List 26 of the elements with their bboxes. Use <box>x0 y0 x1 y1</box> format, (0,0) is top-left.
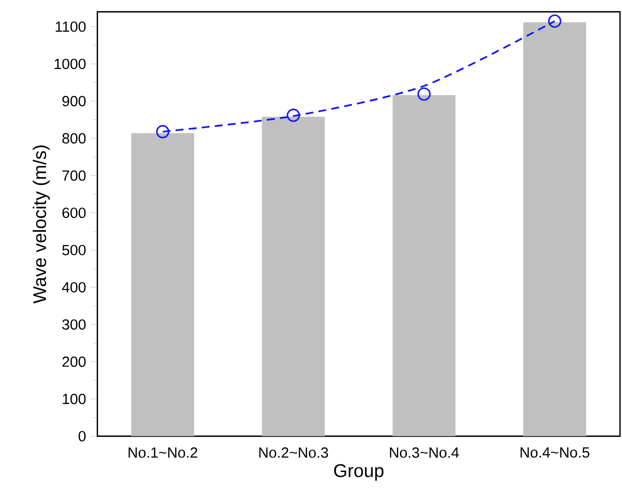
y-tick-label: 900 <box>62 96 86 106</box>
x-tick-label: No.1~No.2 <box>128 447 198 458</box>
y-tick-label: 200 <box>62 356 86 367</box>
point <box>548 14 562 28</box>
y-tick-label: 300 <box>62 319 86 330</box>
bar <box>523 22 586 436</box>
x-tick-label: No.4~No.5 <box>520 447 590 458</box>
bar <box>262 116 325 436</box>
bar <box>392 95 456 436</box>
y-tick-label: 500 <box>62 244 86 256</box>
y-tick-label: 1000 <box>54 58 86 70</box>
point <box>417 87 431 101</box>
point <box>286 108 300 122</box>
y-tick-label: 100 <box>62 394 86 404</box>
x-tick-label: No.3~No.4 <box>390 447 459 458</box>
x-axis-title: Group <box>334 464 384 481</box>
x-tick-label: No.2~No.3 <box>259 447 328 458</box>
y-tick-label: 0 <box>78 430 86 442</box>
point <box>156 125 170 138</box>
y-axis-title: Wave velocity (m/s) <box>32 145 50 304</box>
y-tick-label: 600 <box>62 208 86 218</box>
y-tick-label: 1100 <box>56 21 86 32</box>
y-tick-label: 800 <box>62 133 86 144</box>
y-tick-label: 700 <box>62 170 86 181</box>
y-tick-label: 400 <box>62 282 86 292</box>
bar <box>131 133 194 436</box>
